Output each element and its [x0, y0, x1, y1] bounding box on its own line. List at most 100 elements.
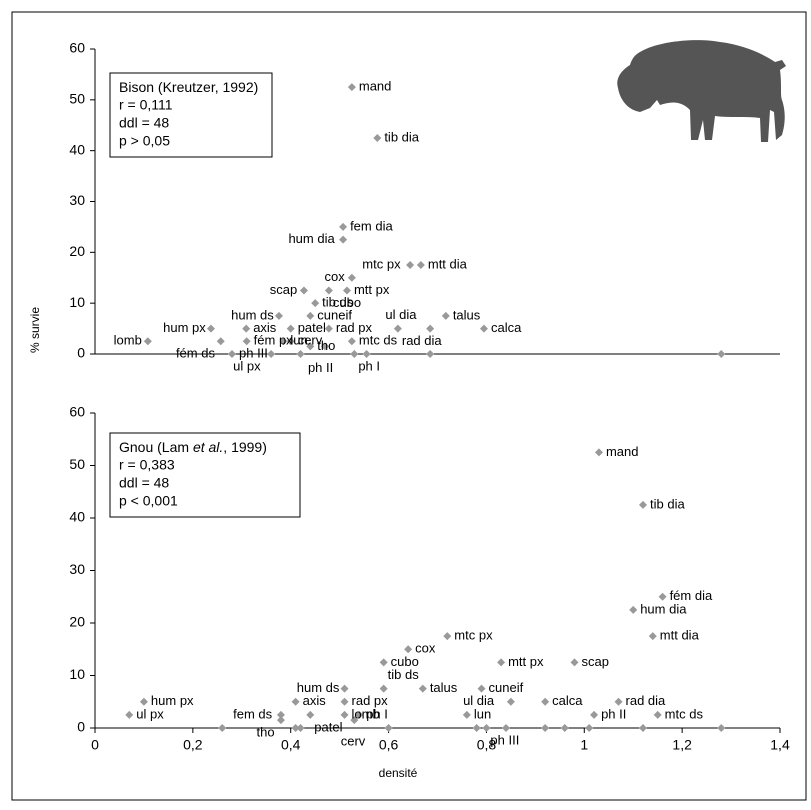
data-point [362, 350, 371, 358]
point-label: ul dia [385, 307, 417, 322]
point-label: ph II [308, 360, 333, 375]
point-label: talus [453, 307, 481, 322]
point-label: axis [253, 320, 277, 335]
data-point [267, 350, 276, 358]
point-label: tib dia [384, 129, 419, 144]
point-label: scap [270, 282, 297, 297]
point-label: patel [314, 719, 342, 734]
point-label: hum dia [288, 231, 335, 246]
data-point [279, 337, 288, 346]
data-point [502, 724, 510, 732]
data-point [653, 710, 662, 719]
data-point [418, 684, 427, 693]
data-point [296, 724, 305, 732]
data-point [629, 605, 638, 614]
point-label: mand [359, 79, 392, 94]
x-tick-label: 1,2 [672, 737, 692, 753]
data-point [350, 716, 359, 725]
point-label: tib dia [650, 496, 685, 511]
data-point [379, 658, 388, 667]
point-label: ph III [239, 345, 268, 360]
bison-silhouette [617, 40, 786, 142]
point-label: ul dia [463, 693, 495, 708]
annotation-title: Gnou (Lam et al., 1999) [119, 439, 267, 455]
data-point [296, 350, 305, 358]
point-label: mtt px [354, 282, 390, 297]
point-label: cox [324, 269, 345, 284]
data-point [506, 697, 515, 706]
data-point [206, 324, 215, 333]
point-label: hum px [151, 693, 194, 708]
annotation-title-part: Gnou (Lam [119, 439, 193, 455]
data-point [384, 724, 393, 732]
annotation-title-part: , 1999) [223, 439, 267, 455]
data-point [355, 710, 364, 719]
y-tick-label: 10 [69, 666, 85, 682]
data-point [560, 724, 569, 732]
data-point [274, 311, 283, 320]
point-label: calca [491, 320, 522, 335]
annotation-box [109, 72, 273, 158]
y-tick-label: 20 [69, 243, 85, 259]
point-label: patel [298, 320, 326, 335]
point-label: cerv [341, 734, 366, 749]
y-tick-label: 30 [69, 561, 85, 577]
point-label: cox [415, 641, 436, 656]
x-tick-label: 0,6 [379, 737, 399, 753]
point-label: rad px [352, 693, 389, 708]
point-label: ph I [358, 358, 380, 373]
data-point [614, 697, 623, 706]
y-tick-label: 10 [69, 294, 85, 310]
data-point [342, 286, 351, 295]
point-label: fém dia [670, 588, 713, 603]
data-point [479, 324, 488, 333]
point-label: cuneif [317, 307, 352, 322]
annotation-line: p < 0,001 [119, 493, 178, 509]
point-label: tho [257, 725, 275, 740]
data-point [242, 324, 251, 333]
data-point [426, 324, 435, 333]
data-point [416, 261, 425, 270]
data-point [541, 724, 550, 732]
point-label: mtc ds [359, 333, 398, 348]
point-label: axis [303, 693, 327, 708]
data-point [541, 697, 550, 706]
data-point [443, 632, 452, 641]
point-label: ph II [601, 706, 626, 721]
x-tick-label: 1,4 [770, 737, 790, 753]
point-label: ul px [136, 706, 164, 721]
data-point [585, 724, 594, 732]
point-label: hum ds [297, 680, 340, 695]
annotation-title: Bison (Kreutzer, 1992) [119, 79, 258, 95]
data-point [441, 311, 450, 320]
data-point [311, 299, 320, 308]
data-point [276, 716, 285, 725]
data-point [347, 337, 356, 346]
point-label: hum px [163, 320, 206, 335]
data-point [340, 684, 349, 693]
data-point [286, 324, 295, 333]
point-label: lun [474, 706, 491, 721]
data-point [570, 658, 579, 667]
point-label: rad dia [626, 693, 667, 708]
data-point [216, 337, 225, 346]
y-tick-label: 0 [77, 345, 85, 361]
data-point [472, 724, 481, 732]
y-tick-label: 40 [69, 141, 85, 157]
data-point [648, 632, 657, 641]
data-point [347, 273, 356, 282]
point-label: hum ds [231, 307, 274, 322]
data-point [340, 710, 349, 719]
annotation-line: r = 0,111 [119, 97, 173, 113]
data-point [320, 342, 329, 351]
bison-shape [617, 40, 786, 142]
point-label: ul px [233, 358, 261, 373]
point-label: talus [430, 680, 458, 695]
data-point [590, 710, 599, 719]
point-label: fém px [254, 333, 294, 348]
point-label: cuneif [489, 680, 524, 695]
point-label: mtt px [508, 654, 544, 669]
data-point [291, 697, 300, 706]
point-label: hum dia [640, 601, 687, 616]
